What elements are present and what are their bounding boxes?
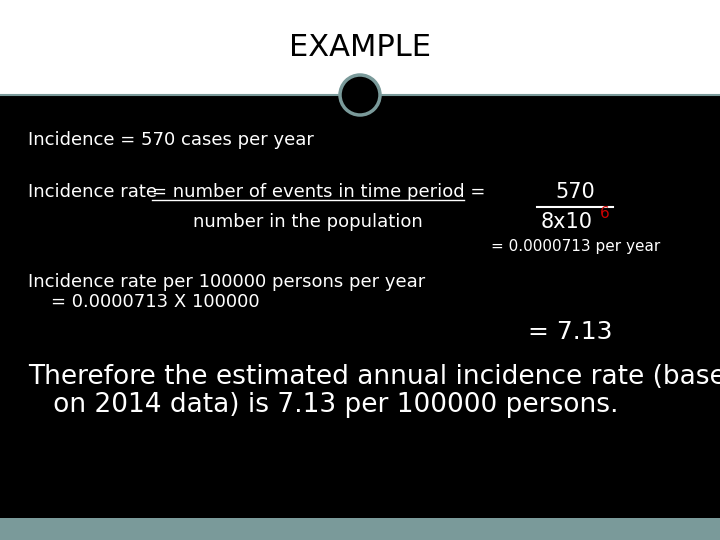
Text: Incidence rate per 100000 persons per year: Incidence rate per 100000 persons per ye… [28, 273, 426, 291]
Circle shape [340, 75, 380, 115]
Text: Therefore the estimated annual incidence rate (based: Therefore the estimated annual incidence… [28, 364, 720, 390]
Text: EXAMPLE: EXAMPLE [289, 33, 431, 63]
Text: 6: 6 [600, 206, 610, 221]
Text: Incidence rate: Incidence rate [28, 183, 163, 201]
Text: number in the population: number in the population [193, 213, 423, 231]
Text: on 2014 data) is 7.13 per 100000 persons.: on 2014 data) is 7.13 per 100000 persons… [28, 392, 618, 418]
Text: = 0.0000713 per year: = 0.0000713 per year [491, 240, 660, 254]
Text: = number of events in time period =: = number of events in time period = [152, 183, 485, 201]
Text: Incidence = 570 cases per year: Incidence = 570 cases per year [28, 131, 314, 149]
Text: 8x10: 8x10 [541, 212, 593, 232]
Text: = 7.13: = 7.13 [528, 320, 612, 344]
Text: 570: 570 [555, 182, 595, 202]
Text: = 0.0000713 X 100000: = 0.0000713 X 100000 [28, 293, 260, 311]
FancyBboxPatch shape [0, 0, 720, 95]
FancyBboxPatch shape [0, 518, 720, 540]
